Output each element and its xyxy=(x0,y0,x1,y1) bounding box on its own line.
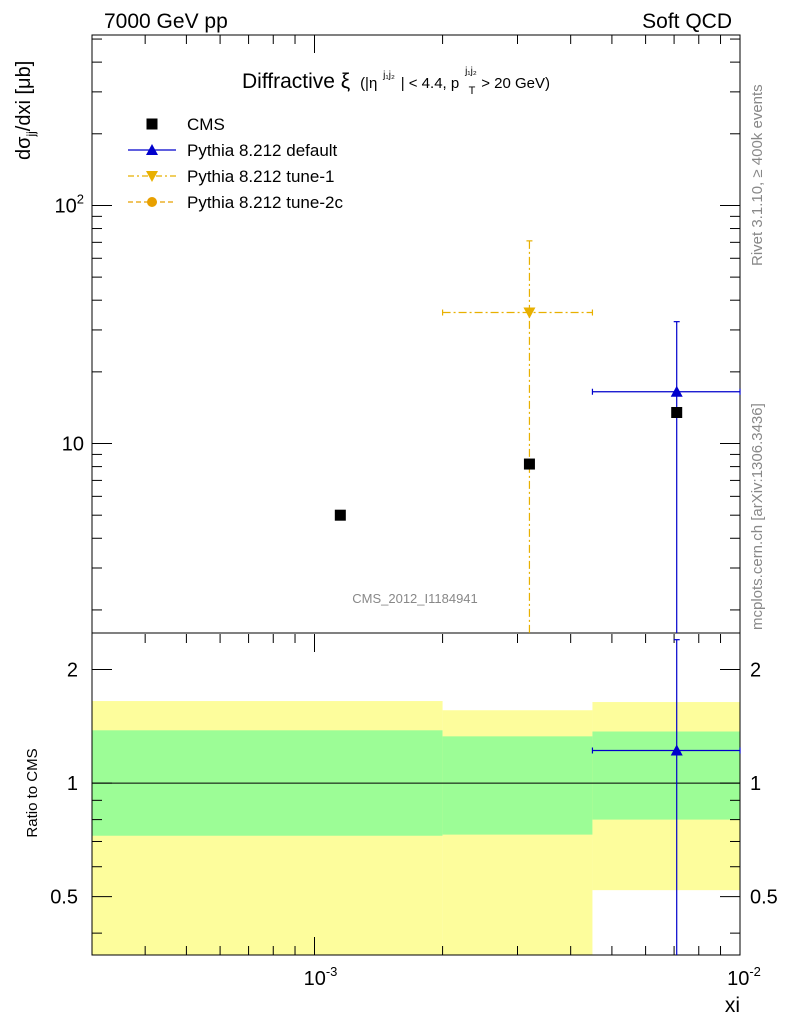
legend-label-2: Pythia 8.212 tune-1 xyxy=(187,167,334,186)
rivet-label: Rivet 3.1.10, ≥ 400k events xyxy=(749,84,766,266)
x-ticklabel-1e-2-exp: -2 xyxy=(749,964,761,979)
default-marker-0 xyxy=(670,385,683,397)
source-label: mcplots.cern.ch [arXiv:1306.3436] xyxy=(749,403,766,630)
x-ticklabel-1e-2: 10-2 xyxy=(727,964,761,990)
legend-label-0: CMS xyxy=(187,115,225,134)
main-ylabel-sigma: σ xyxy=(13,136,35,149)
ratio-ticklabel-left-2: 2 xyxy=(67,660,78,682)
ratio-ticklabel-left-0.5: 0.5 xyxy=(50,887,78,909)
x-ticklabel-1e-3-exp: -3 xyxy=(326,964,338,979)
tune1-marker-0 xyxy=(523,307,536,319)
main-ylabel-jj: jj xyxy=(24,131,38,137)
cms-marker-1 xyxy=(523,458,535,470)
ratio-ticklabel-right-2: 2 xyxy=(750,660,761,682)
title-cut-pt-rest: > 20 GeV) xyxy=(481,75,550,92)
y-ticklabel-100-exp: 2 xyxy=(77,191,84,206)
legend-marker-2 xyxy=(146,171,158,182)
ratio-ticklabel-right-1: 1 xyxy=(750,773,761,795)
ratio-ticklabel-right-0.5: 0.5 xyxy=(750,887,778,909)
x-axis-label: xi xyxy=(725,994,740,1017)
legend-label-3: Pythia 8.212 tune-2c xyxy=(187,193,343,212)
title-main: Diffractive ξ xyxy=(242,70,350,93)
x-ticklabel-1e-3: 10-3 xyxy=(304,964,338,990)
ratio-panel-frame xyxy=(91,632,741,956)
x-ticklabel-1e-3-base: 10 xyxy=(304,968,326,990)
ratio-ticklabel-left-1: 1 xyxy=(67,773,78,795)
ratio-ylabel: Ratio to CMS xyxy=(24,748,41,837)
legend-marker-3 xyxy=(147,197,157,207)
y-ticklabel-100-base: 10 xyxy=(55,195,77,217)
title-cut-pt-sup: j₁j₂ xyxy=(464,66,477,77)
cms-marker-2 xyxy=(671,406,683,418)
ratio-uncertainty-bands xyxy=(92,701,740,955)
legend: CMS Pythia 8.212 default Pythia 8.212 tune… xyxy=(128,115,343,212)
y-ticklabel-10: 10 xyxy=(62,434,84,456)
legend-marker-0 xyxy=(146,118,158,130)
data-marks xyxy=(334,240,741,955)
y-ticklabel-100: 102 xyxy=(55,191,84,217)
title-cut-eta-sup: j₁j₂ xyxy=(382,70,395,81)
title-cut-pt-sub: T xyxy=(469,85,476,97)
main-ylabel-rest: /dxi [μb] xyxy=(13,61,35,131)
ratio-band-inner-2 xyxy=(592,731,740,820)
title-cut-eta-rest: | < 4.4, p xyxy=(401,75,460,92)
analysis-id: CMS_2012_I1184941 xyxy=(352,591,478,606)
ratio-band-inner-1 xyxy=(442,736,593,835)
main-ylabel: dσjj/dxi [μb] xyxy=(13,61,38,160)
header-right: Soft QCD xyxy=(642,10,732,33)
header-left: 7000 GeV pp xyxy=(104,10,228,33)
plot-title: Diffractive ξ (|η j₁j₂ | < 4.4, p j₁j₂ T… xyxy=(242,56,550,99)
ratio-default-marker-0 xyxy=(670,744,683,756)
main-ylabel-d: d xyxy=(13,149,35,160)
legend-marker-1 xyxy=(146,144,158,155)
x-ticklabel-1e-2-base: 10 xyxy=(727,968,749,990)
cms-marker-0 xyxy=(334,509,346,521)
title-cut-eta: (|η xyxy=(360,75,377,92)
legend-label-1: Pythia 8.212 default xyxy=(187,141,338,160)
